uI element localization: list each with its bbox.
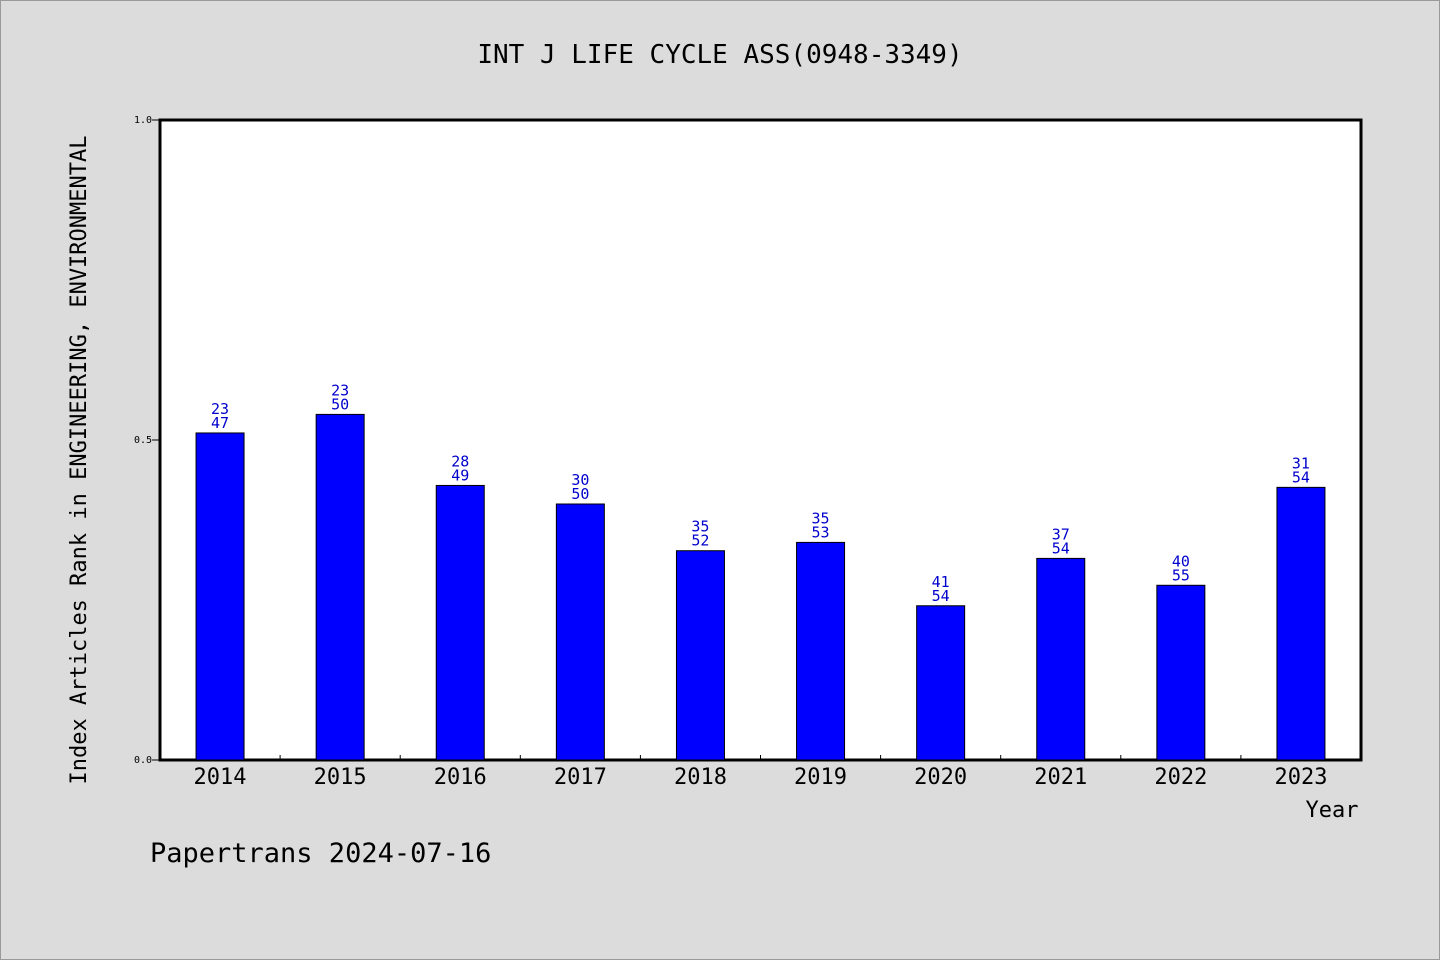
bar-label-top: 41 (932, 573, 950, 591)
bar (1036, 557, 1086, 761)
bar-label-top: 35 (691, 518, 709, 536)
x-tick-label: 2022 (1154, 765, 1207, 790)
bar-label-bottom: 47 (211, 414, 229, 432)
x-tick-label: 2023 (1274, 765, 1327, 790)
bar-label-top: 35 (812, 509, 830, 527)
bar (796, 541, 846, 761)
x-axis-label: Year (1306, 798, 1359, 823)
bar (1276, 486, 1326, 761)
bar-label-top: 23 (211, 400, 229, 418)
bar-label-top: 40 (1172, 552, 1190, 570)
chart-title: INT J LIFE CYCLE ASS(0948-3349) (477, 40, 962, 70)
x-tick-label: 2018 (674, 765, 727, 790)
x-tick-label: 2016 (434, 765, 487, 790)
bar-label-bottom: 50 (331, 395, 349, 413)
bar-label-bottom: 49 (451, 466, 469, 484)
x-tick-label: 2020 (914, 765, 967, 790)
bar-label-bottom: 52 (691, 532, 709, 550)
x-tick-label: 2014 (194, 765, 247, 790)
bar-label-bottom: 54 (1052, 539, 1070, 557)
y-axis-label: Index Articles Rank in ENGINEERING, ENVI… (67, 135, 92, 784)
bar-label-bottom: 53 (812, 523, 830, 541)
bar (675, 550, 725, 761)
bar (1156, 584, 1206, 761)
bar (195, 432, 245, 761)
bar (315, 413, 365, 761)
bar (555, 503, 605, 761)
x-tick-label: 2021 (1034, 765, 1087, 790)
y-tick-label: 1.0 (134, 115, 152, 126)
x-tick-label: 2019 (794, 765, 847, 790)
bar-label-bottom: 54 (1292, 468, 1310, 486)
y-tick-label: 0.0 (134, 755, 152, 766)
bar-label-top: 28 (451, 452, 469, 470)
bar-label-top: 23 (331, 381, 349, 399)
bar-label-bottom: 50 (571, 485, 589, 503)
y-axis: 0.0 0.5 1.0 (134, 115, 160, 766)
bar-series (195, 413, 1326, 761)
x-tick-label: 2017 (554, 765, 607, 790)
bar (435, 484, 485, 761)
footer-credit: Papertrans 2024-07-16 (150, 838, 491, 869)
x-axis: 2014 2015 2016 2017 2018 2019 2020 2021 2022 2023 (194, 755, 1327, 790)
bar-label-top: 30 (571, 471, 589, 489)
bar-label-bottom: 54 (932, 587, 950, 605)
y-tick-label: 0.5 (134, 435, 152, 446)
bar-label-top: 37 (1052, 525, 1070, 543)
bar (916, 605, 966, 761)
bar-label-bottom: 55 (1172, 566, 1190, 584)
bar-label-top: 31 (1292, 454, 1310, 472)
x-tick-label: 2015 (314, 765, 367, 790)
